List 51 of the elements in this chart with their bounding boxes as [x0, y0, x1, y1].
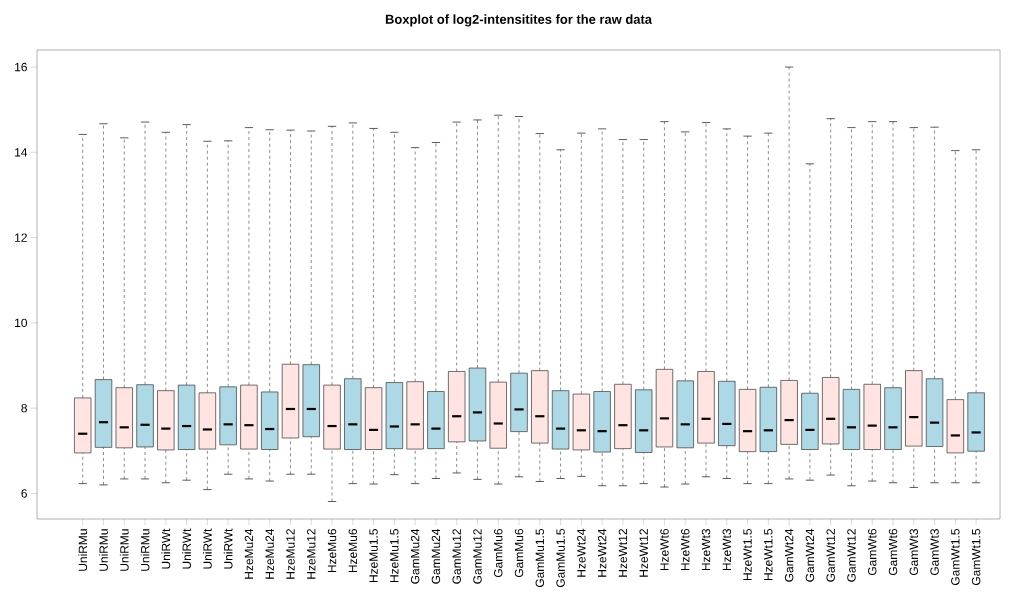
x-tick-label: HzeMu1.5 — [369, 529, 378, 583]
x-tick-label: HzeMu12 — [307, 529, 316, 579]
x-tick-label: GamMu1.5 — [535, 529, 545, 588]
x-tick-label: GamWt6 — [888, 529, 898, 576]
x-tick-label: UniRMu — [140, 529, 150, 571]
x-tick-label: HzeWt1.5 — [743, 529, 752, 581]
x-tick-label: HzeWt3 — [722, 529, 732, 571]
y-tick-label: 6 — [21, 489, 27, 498]
x-tick-label: GamWt12 — [847, 529, 856, 582]
x-tick-label: HzeMu1.5 — [390, 529, 399, 583]
x-tick-label: GamMu24 — [410, 528, 420, 584]
x-tick-label: UniRWt — [182, 528, 191, 569]
x-tick-label: GamWt1.5 — [951, 529, 960, 586]
y-tick-label: 12 — [15, 233, 27, 242]
x-tick-label: UniRWt — [202, 528, 212, 569]
x-tick-label: GamMu24 — [431, 528, 441, 584]
y-tick-label: 8 — [21, 403, 27, 413]
x-tick-label: GamMu6 — [514, 529, 524, 578]
x-tick-label: HzeWt1.5 — [764, 529, 773, 581]
x-tick-label: HzeWt6 — [660, 529, 669, 571]
x-tick-label: GamWt1.5 — [971, 529, 981, 586]
x-tick-label: HzeMu6 — [348, 529, 358, 573]
x-tick-label: HzeWt3 — [701, 529, 711, 571]
y-tick-label: 10 — [15, 318, 28, 328]
x-tick-label: HzeMu24 — [265, 528, 274, 579]
x-tick-label: UniRMu — [99, 529, 108, 571]
x-tick-label: HzeWt24 — [577, 528, 586, 577]
x-tick-label: HzeWt12 — [639, 529, 648, 577]
x-tick-label: GamWt24 — [784, 528, 794, 582]
x-tick-label: GamMu12 — [473, 529, 482, 584]
x-tick-label: UniRMu — [78, 529, 88, 571]
x-tick-label: GamWt12 — [826, 529, 835, 582]
x-tick-label: HzeMu24 — [244, 528, 254, 579]
y-tick-label: 14 — [15, 148, 28, 157]
x-tick-label: UniRMu — [119, 529, 129, 571]
x-tick-label: HzeWt12 — [618, 529, 628, 577]
x-tick-label: GamMu1.5 — [556, 529, 565, 588]
x-tick-label: GamMu12 — [452, 529, 461, 584]
x-tick-label: HzeWt6 — [681, 529, 690, 571]
y-tick-label: 16 — [15, 62, 27, 72]
x-tick-label: HzeMu6 — [327, 529, 337, 573]
x-tick-label: HzeMu12 — [286, 529, 295, 579]
x-tick-label: HzeWt24 — [597, 528, 607, 577]
x-tick-label: GamWt3 — [930, 529, 939, 576]
x-tick-label: GamMu6 — [494, 529, 503, 578]
x-tick-label: GamWt3 — [909, 529, 919, 576]
x-tick-label: UniRWt — [223, 528, 233, 569]
x-tick-label: GamWt24 — [805, 528, 815, 582]
x-tick-label: UniRWt — [161, 528, 171, 569]
x-tick-label: GamWt6 — [868, 529, 877, 576]
chart-title: Boxplot of log2-intensitites for the raw data — [385, 14, 653, 27]
